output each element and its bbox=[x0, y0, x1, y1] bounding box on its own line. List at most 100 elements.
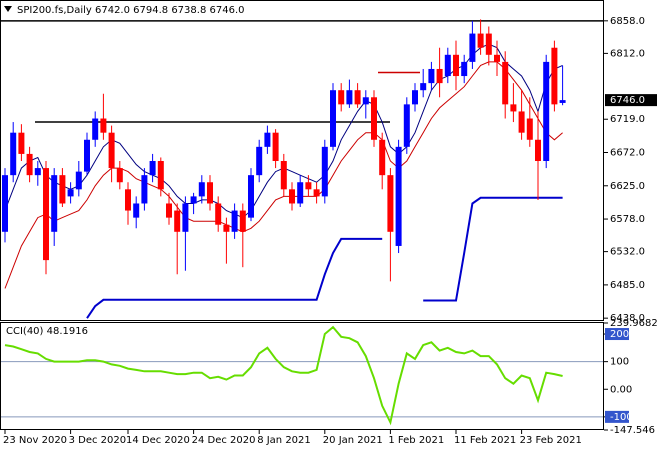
candle-body bbox=[18, 132, 25, 154]
y-tick-label: 6672.0 bbox=[610, 148, 645, 159]
candle-body bbox=[510, 104, 517, 112]
candle-body bbox=[395, 146, 402, 246]
x-tick-label: 23 Nov 2020 bbox=[3, 435, 67, 446]
y-tick-label: 6578.0 bbox=[610, 214, 645, 225]
y-tick-label: 100 bbox=[610, 357, 629, 368]
cci-line bbox=[4, 325, 563, 426]
y-tick-label: 6719.0 bbox=[610, 114, 645, 125]
candle-body bbox=[379, 139, 386, 176]
y-tick-label: 0.00 bbox=[610, 384, 632, 395]
candle-body bbox=[535, 139, 541, 161]
x-tick-label: 3 Dec 2020 bbox=[69, 435, 127, 446]
y-tick-label: 6532.0 bbox=[610, 247, 645, 258]
candle-body bbox=[420, 83, 427, 91]
candle-body bbox=[190, 196, 197, 204]
y-tick-label: 6625.0 bbox=[610, 181, 645, 192]
candle-body bbox=[26, 153, 33, 176]
candle-body bbox=[92, 118, 99, 140]
candle-body bbox=[346, 90, 353, 105]
candle-body bbox=[444, 54, 451, 77]
candle-body bbox=[321, 146, 328, 197]
candle-body bbox=[518, 111, 525, 133]
candle-body bbox=[428, 68, 435, 84]
candle-body bbox=[272, 132, 279, 161]
candle-body bbox=[371, 97, 377, 140]
candle-body bbox=[157, 161, 164, 190]
candle-body bbox=[67, 189, 74, 197]
candle-body bbox=[10, 132, 17, 176]
x-tick-label: 23 Feb 2021 bbox=[520, 435, 582, 446]
candle-body bbox=[59, 175, 66, 204]
candle-body bbox=[280, 161, 287, 190]
candle-body bbox=[75, 171, 82, 190]
menu-icon bbox=[4, 6, 12, 12]
candle-body bbox=[330, 90, 336, 147]
candle-body bbox=[543, 61, 550, 161]
indicator-line bbox=[4, 61, 563, 289]
candle-body bbox=[412, 90, 418, 105]
candle-body bbox=[305, 182, 312, 190]
candle-body bbox=[215, 203, 222, 225]
candle-body bbox=[182, 203, 189, 232]
candle-body bbox=[239, 210, 246, 232]
candle-body bbox=[264, 132, 271, 147]
chart-title: SPI200.fs,Daily 6742.0 6794.8 6738.8 674… bbox=[17, 5, 244, 16]
candle-body bbox=[526, 118, 533, 140]
candle-body bbox=[559, 100, 566, 103]
y-tick-box bbox=[605, 328, 629, 341]
candle-body bbox=[313, 189, 320, 197]
candle-body bbox=[387, 175, 394, 232]
y-tick-label: 6858.0 bbox=[610, 16, 645, 27]
candle-body bbox=[477, 33, 484, 48]
candle-body bbox=[256, 146, 263, 176]
x-tick-label: 11 Feb 2021 bbox=[454, 435, 516, 446]
candle-body bbox=[453, 54, 459, 77]
candle-body bbox=[149, 161, 156, 176]
y-tick-label: 6485.0 bbox=[610, 280, 645, 291]
y-tick-label: 239.9682 bbox=[610, 318, 658, 329]
x-tick-label: 24 Dec 2020 bbox=[192, 435, 256, 446]
candle-body bbox=[248, 175, 254, 218]
candle-body bbox=[461, 61, 468, 77]
price-label-box bbox=[605, 94, 657, 107]
price-pane bbox=[0, 0, 604, 321]
y-tick-label: -100 bbox=[610, 412, 633, 423]
candle-body bbox=[2, 175, 8, 232]
candle-body bbox=[502, 61, 509, 105]
candle-body bbox=[125, 189, 131, 211]
candle-body bbox=[43, 168, 49, 261]
candle-body bbox=[289, 189, 295, 204]
candle-body bbox=[436, 68, 443, 84]
y-tick-label: 6812.0 bbox=[610, 48, 645, 59]
candle-body bbox=[34, 168, 41, 176]
candle-body bbox=[108, 132, 115, 169]
candle-body bbox=[231, 210, 238, 232]
candle-body bbox=[338, 90, 345, 105]
y-tick-label: -147.546 bbox=[610, 425, 655, 436]
x-tick-label: 8 Jan 2021 bbox=[257, 435, 311, 446]
y-tick-box bbox=[605, 410, 629, 423]
candle-body bbox=[403, 104, 410, 147]
candle-body bbox=[223, 224, 230, 232]
candle-body bbox=[297, 182, 304, 204]
x-tick-label: 20 Jan 2021 bbox=[323, 435, 383, 446]
candle-body bbox=[133, 203, 140, 218]
indicator-pane bbox=[0, 322, 604, 430]
x-tick-label: 14 Dec 2020 bbox=[126, 435, 190, 446]
candle-body bbox=[362, 97, 369, 105]
candle-body bbox=[354, 90, 361, 105]
candle-body bbox=[51, 175, 58, 232]
candle-body bbox=[551, 47, 558, 105]
candle-body bbox=[485, 33, 492, 55]
candle-body bbox=[100, 118, 107, 133]
candle-body bbox=[174, 210, 181, 232]
x-tick-label: 1 Feb 2021 bbox=[388, 435, 444, 446]
y-tick-label: 6438.0 bbox=[610, 313, 645, 324]
candle-body bbox=[469, 33, 476, 62]
candle-body bbox=[116, 168, 123, 183]
candle-body bbox=[166, 203, 172, 218]
candle-body bbox=[494, 54, 500, 62]
candle-body bbox=[198, 182, 205, 197]
